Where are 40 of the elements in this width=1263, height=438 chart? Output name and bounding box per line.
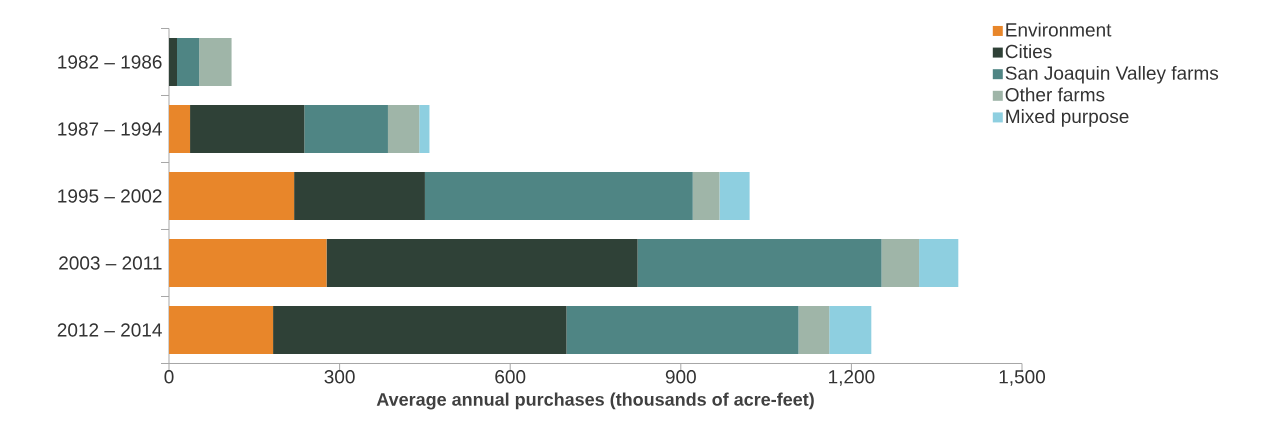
bar (829, 305, 872, 354)
x-tick-label: 1,200 (829, 370, 875, 386)
x-tick-label: 0 (164, 370, 174, 384)
bar (169, 171, 295, 220)
bar (273, 305, 567, 354)
x-tick-label: 300 (324, 370, 355, 384)
legend-label: San Joaquin Valley farms (1005, 65, 1219, 84)
bar (199, 38, 232, 86)
x-tick-label: 600 (495, 370, 526, 384)
y-tick-label: 1995 – 2002 (58, 189, 162, 203)
bar (326, 238, 638, 287)
x-axis-title: Average annual purchases (thousands of acre-feet) (376, 392, 814, 410)
bar (169, 104, 191, 153)
x-tick-label: 900 (665, 370, 696, 384)
bar (881, 238, 920, 287)
bar (387, 104, 420, 153)
bar (919, 238, 959, 287)
bar (294, 171, 425, 220)
bar (169, 38, 177, 86)
bar (637, 238, 882, 287)
y-tick-label: 2012 – 2014 (57, 323, 162, 337)
bar (176, 38, 200, 86)
bar (719, 171, 750, 220)
bar (169, 305, 274, 354)
x-tick-label: 1,500 (999, 370, 1046, 386)
bar (169, 238, 327, 287)
y-tick-label: 1982 – 1986 (58, 55, 162, 69)
legend-label: Other farms (1005, 87, 1105, 102)
bar (692, 171, 720, 220)
bar (190, 104, 305, 153)
bar (419, 104, 430, 153)
bar (424, 171, 693, 220)
legend-label: Environment (1006, 22, 1112, 37)
y-tick-label: 2003 – 2011 (59, 256, 162, 270)
bar (798, 305, 830, 354)
legend-label: Mixed purpose (1006, 109, 1129, 127)
y-tick-label: 1987 – 1994 (58, 122, 162, 136)
bar (304, 104, 388, 153)
legend-label: Cities (1005, 44, 1052, 59)
bar (566, 305, 799, 354)
